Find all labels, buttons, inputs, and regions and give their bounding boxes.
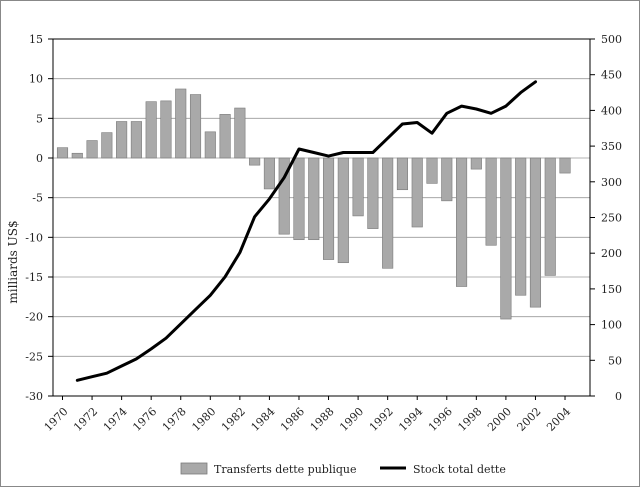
y-left-tick-label: 5: [36, 112, 43, 125]
bar: [263, 157, 275, 190]
y-right-tick-label: 350: [601, 140, 622, 153]
y-right-tick-label: 250: [601, 212, 622, 225]
bar: [160, 100, 172, 159]
bar: [189, 94, 202, 159]
bar: [441, 157, 453, 202]
bar: [101, 132, 113, 159]
bar: [485, 157, 497, 246]
y-left-tick-label: 10: [29, 73, 43, 86]
bar: [308, 157, 320, 241]
y-left-tick-label: 0: [36, 152, 43, 165]
bar: [544, 157, 556, 276]
y-right-tick-label: 0: [615, 390, 622, 403]
legend-bar-label: Transferts dette publique: [214, 463, 357, 476]
bar: [293, 157, 305, 241]
y-right-tick-label: 200: [601, 247, 622, 260]
bar: [322, 157, 335, 260]
bar: [130, 121, 142, 159]
y-left-tick-label: -15: [25, 271, 43, 284]
bar: [515, 157, 527, 296]
bar: [470, 157, 482, 170]
y-left-tick-label: -25: [25, 350, 43, 363]
y-left-tick-label: 15: [29, 33, 43, 46]
y-right-tick-label: 400: [601, 104, 622, 117]
y-axis-left-ticks: 15 10 5 0 -5 -10 -15 -20 -25 -30: [25, 33, 53, 403]
bar: [249, 157, 261, 166]
y-right-tick-label: 50: [608, 354, 622, 367]
y-left-tick-label: -5: [32, 192, 43, 205]
bar: [145, 101, 157, 159]
y-right-tick-label: 150: [601, 283, 622, 296]
bar: [86, 140, 98, 159]
y-right-tick-label: 450: [601, 69, 622, 82]
series-line-stock-total-dette: [75, 80, 537, 382]
y-right-tick-label: 100: [601, 319, 622, 332]
legend-bar-swatch: [180, 462, 208, 475]
bar: [456, 157, 468, 287]
bars: [56, 88, 571, 320]
bar: [529, 157, 542, 308]
y-right-tick-label: 300: [601, 176, 622, 189]
bar: [396, 157, 408, 191]
bar: [71, 152, 83, 159]
bar: [382, 157, 394, 269]
bar: [500, 157, 512, 320]
bar: [278, 157, 290, 235]
legend: Transferts dette publique Stock total de…: [180, 462, 506, 476]
bar: [56, 147, 69, 159]
line-layer: [75, 80, 537, 382]
bar: [175, 88, 187, 159]
y-axis-left-label: milliards US$: [6, 220, 20, 303]
y-right-tick-label: 500: [601, 33, 622, 46]
bar: [219, 114, 231, 159]
bar: [559, 157, 571, 174]
bar: [426, 157, 438, 184]
y-left-tick-label: -20: [25, 311, 43, 324]
bar: [234, 107, 246, 159]
legend-line-label: Stock total dette: [413, 463, 506, 476]
bar: [367, 157, 379, 229]
bar: [411, 157, 423, 228]
y-left-tick-label: -10: [25, 231, 43, 244]
y-left-tick-label: -30: [25, 390, 43, 403]
bar: [352, 157, 364, 217]
bar: [116, 121, 128, 159]
bar: [204, 131, 216, 159]
bar: [337, 157, 349, 264]
